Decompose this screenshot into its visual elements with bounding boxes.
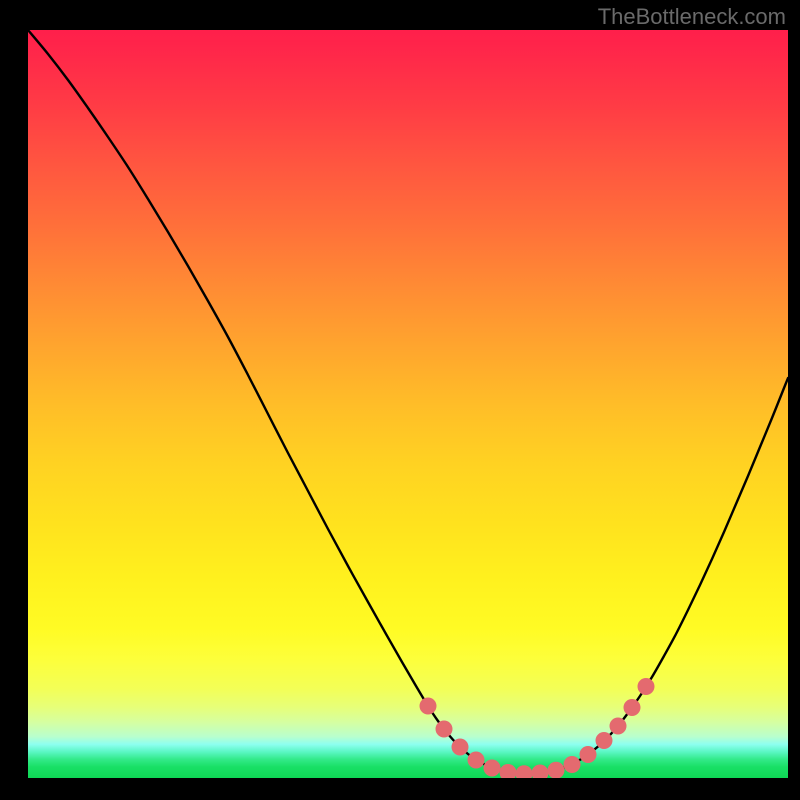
marker-point: [564, 756, 581, 773]
bottleneck-curve: [28, 30, 788, 774]
marker-point: [516, 765, 533, 778]
marker-point: [624, 699, 641, 716]
marker-group: [420, 678, 655, 778]
chart-border: [0, 0, 28, 800]
marker-point: [468, 752, 485, 769]
chart-border: [0, 778, 800, 800]
marker-point: [580, 746, 597, 763]
marker-point: [596, 732, 613, 749]
chart-background: [28, 30, 788, 778]
marker-point: [500, 764, 517, 778]
marker-point: [548, 762, 565, 778]
chart-border: [788, 0, 800, 800]
bottleneck-chart: [28, 30, 788, 778]
marker-point: [420, 698, 437, 715]
marker-point: [452, 739, 469, 756]
marker-point: [638, 678, 655, 695]
chart-svg: [28, 30, 788, 778]
marker-point: [532, 765, 549, 779]
marker-point: [484, 760, 501, 777]
watermark-text: TheBottleneck.com: [598, 4, 786, 30]
marker-point: [610, 718, 627, 735]
marker-point: [436, 721, 453, 738]
